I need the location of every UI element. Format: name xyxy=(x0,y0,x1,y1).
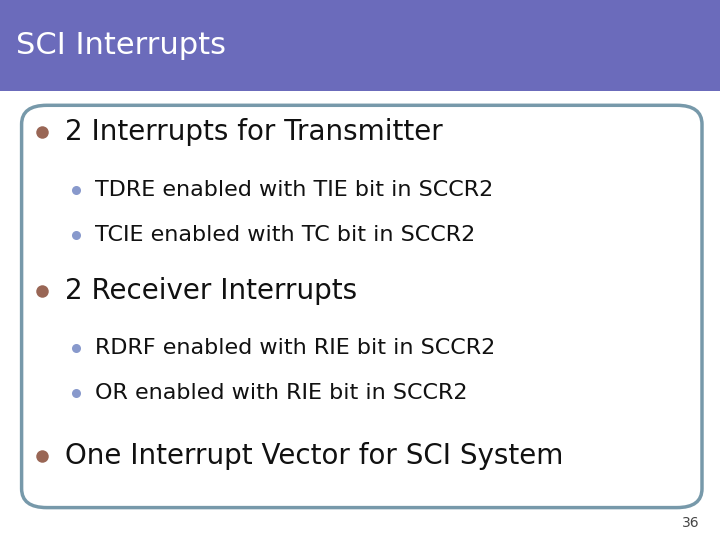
Text: TCIE enabled with TC bit in SCCR2: TCIE enabled with TC bit in SCCR2 xyxy=(95,225,475,245)
Text: OR enabled with RIE bit in SCCR2: OR enabled with RIE bit in SCCR2 xyxy=(95,383,467,403)
Text: 2 Receiver Interrupts: 2 Receiver Interrupts xyxy=(65,276,357,305)
Text: One Interrupt Vector for SCI System: One Interrupt Vector for SCI System xyxy=(65,442,563,470)
FancyBboxPatch shape xyxy=(22,105,702,508)
Text: 36: 36 xyxy=(683,516,700,530)
Text: SCI Interrupts: SCI Interrupts xyxy=(16,31,226,60)
Text: 2 Interrupts for Transmitter: 2 Interrupts for Transmitter xyxy=(65,118,443,146)
Text: TDRE enabled with TIE bit in SCCR2: TDRE enabled with TIE bit in SCCR2 xyxy=(95,180,493,200)
Bar xyxy=(0,0,720,91)
Text: RDRF enabled with RIE bit in SCCR2: RDRF enabled with RIE bit in SCCR2 xyxy=(95,338,495,359)
